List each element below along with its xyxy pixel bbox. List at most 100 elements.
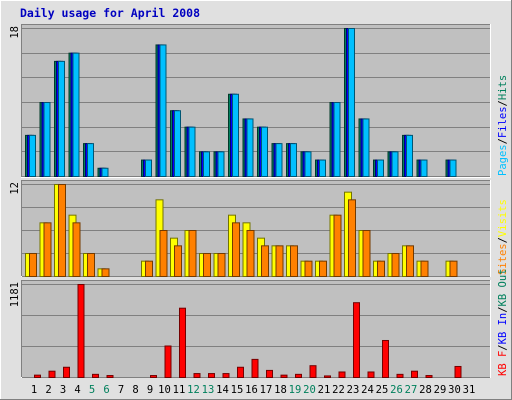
- bar-sites: [319, 260, 327, 277]
- x-tick-label: 21: [318, 384, 331, 396]
- bar-kb-f: [92, 373, 99, 379]
- x-tick-label: 9: [147, 384, 153, 396]
- bar-pages: [275, 143, 283, 178]
- bar-kb-f: [222, 373, 230, 378]
- bar-sites: [159, 230, 168, 277]
- bar-sites: [348, 199, 356, 277]
- bar-kb-f: [367, 371, 375, 379]
- bar-sites: [333, 214, 342, 278]
- bar-sites: [101, 268, 110, 278]
- bar-pages: [449, 159, 457, 178]
- legend-entry: KB F: [497, 351, 509, 376]
- bar-sites: [203, 253, 211, 277]
- bar-pages: [362, 118, 370, 177]
- bar-kb-f: [266, 369, 273, 378]
- bar-sites: [275, 245, 284, 277]
- bar-pages: [319, 159, 326, 178]
- x-tick-label: 27: [405, 384, 418, 396]
- x-tick-label: 1: [31, 384, 37, 396]
- legend-entry: Visits: [497, 199, 509, 237]
- bar-pages: [391, 151, 399, 177]
- bar-kb-f: [193, 373, 201, 378]
- bar-sites: [145, 260, 153, 277]
- bar-kb-f: [425, 375, 433, 379]
- bar-sites: [391, 253, 400, 277]
- bar-sites: [449, 260, 458, 277]
- x-tick-label: 3: [60, 384, 66, 396]
- bar-pages: [188, 126, 196, 177]
- y-max-label: 1181: [9, 282, 21, 307]
- bar-kb-f: [382, 339, 389, 378]
- bar-sites: [72, 222, 81, 277]
- legend-separator: /: [497, 237, 509, 243]
- x-tick-label: 11: [173, 384, 186, 396]
- bar-kb-f: [150, 375, 157, 379]
- bar-pages: [87, 143, 94, 178]
- x-tick-label: 30: [448, 384, 461, 396]
- bar-sites: [290, 245, 298, 277]
- bar-sites: [58, 184, 66, 277]
- bar-sites: [406, 245, 414, 277]
- bar-kb-f: [309, 365, 317, 379]
- bar-kb-f: [106, 375, 114, 379]
- bar-kb-f: [164, 345, 172, 379]
- bar-kb-f: [48, 370, 56, 379]
- bar-sites: [304, 260, 313, 277]
- x-tick-label: 25: [376, 384, 389, 396]
- bar-kb-f: [251, 358, 259, 379]
- bar-sites: [261, 245, 269, 277]
- bar-kb-f: [338, 371, 346, 379]
- bar-pages: [217, 151, 225, 177]
- y-max-label: 12: [9, 182, 21, 195]
- legend-separator: /: [497, 138, 509, 144]
- bar-kb-f: [280, 374, 288, 379]
- bar-pages: [304, 151, 312, 177]
- legend-entry: Sites: [497, 243, 509, 275]
- bar-pages: [232, 93, 239, 177]
- bar-kb-f: [63, 366, 70, 378]
- bar-kb-f: [353, 302, 360, 379]
- bar-sites: [188, 230, 197, 277]
- bar-pages: [203, 151, 210, 177]
- bar-kb-f: [179, 307, 186, 378]
- bar-pages: [420, 159, 428, 178]
- x-tick-label: 22: [332, 384, 345, 396]
- x-tick-label: 13: [202, 384, 215, 396]
- bar-kb-f: [396, 373, 404, 379]
- bar-kb-f: [237, 366, 244, 378]
- x-tick-label: 2: [45, 384, 51, 396]
- x-tick-label: 19: [289, 384, 302, 396]
- x-tick-label: 7: [118, 384, 124, 396]
- bar-sites: [377, 260, 385, 277]
- legend-separator: /: [497, 100, 509, 106]
- x-tick-label: 31: [463, 384, 476, 396]
- bar-pages: [246, 118, 254, 177]
- bar-pages: [101, 167, 109, 177]
- x-tick-label: 8: [132, 384, 138, 396]
- x-tick-label: 20: [303, 384, 316, 396]
- bar-sites: [420, 260, 429, 277]
- bar-kb-f: [324, 375, 331, 378]
- legend-middle: Sites/Visits: [497, 199, 509, 275]
- x-tick-label: 24: [361, 384, 374, 396]
- bar-pages: [174, 110, 181, 177]
- bar-pages: [261, 126, 268, 177]
- bar-pages: [290, 143, 297, 178]
- legend-entry: Files: [497, 106, 509, 138]
- bar-pages: [377, 159, 384, 178]
- bar-sites: [232, 222, 240, 277]
- bar-kb-f: [295, 373, 302, 379]
- bar-kb-f: [411, 370, 418, 379]
- x-tick-label: 26: [390, 384, 403, 396]
- bar-sites: [362, 230, 371, 277]
- bar-kb-f: [34, 374, 41, 379]
- legend-top: Pages/Files/Hits: [497, 75, 509, 176]
- legend-entry: KB In: [497, 313, 509, 345]
- x-tick-label: 15: [231, 384, 244, 396]
- x-tick-label: 29: [434, 384, 447, 396]
- x-tick-label: 23: [347, 384, 360, 396]
- x-tick-label: 4: [74, 384, 80, 396]
- bar-sites: [87, 253, 95, 277]
